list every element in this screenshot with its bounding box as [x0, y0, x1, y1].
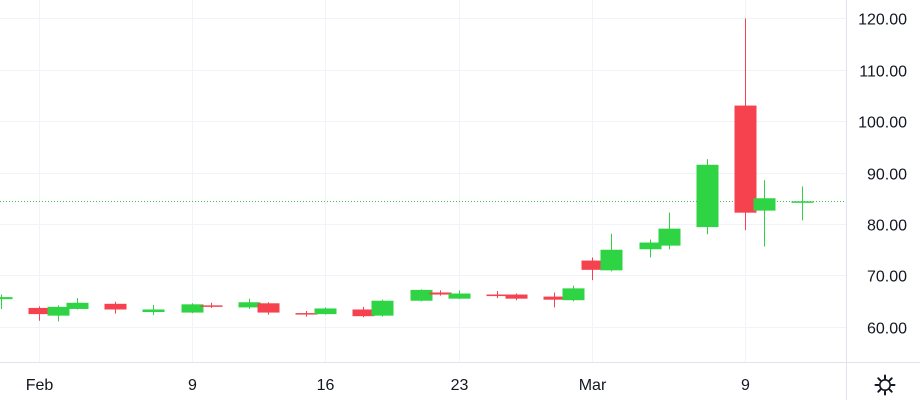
- candle-body[interactable]: [658, 228, 681, 246]
- candle-body[interactable]: [581, 260, 604, 270]
- candle-body[interactable]: [639, 242, 662, 250]
- candle[interactable]: [0, 294, 13, 309]
- x-tick-label: 9: [741, 377, 750, 394]
- candle-body[interactable]: [352, 309, 375, 317]
- settings-button[interactable]: [870, 372, 900, 398]
- x-tick-label: Mar: [579, 377, 607, 394]
- candle-body[interactable]: [0, 297, 13, 300]
- candle[interactable]: [543, 292, 566, 308]
- candle-body[interactable]: [791, 201, 814, 203]
- candle-body[interactable]: [486, 294, 509, 297]
- y-tick-label: 70.00: [867, 269, 907, 286]
- candle-body[interactable]: [429, 292, 452, 295]
- candle[interactable]: [505, 293, 528, 301]
- candle-body[interactable]: [448, 293, 471, 299]
- candle-body[interactable]: [410, 289, 433, 301]
- candle[interactable]: [142, 304, 165, 316]
- candle-body[interactable]: [734, 105, 757, 213]
- candle[interactable]: [314, 307, 337, 315]
- candle[interactable]: [734, 18, 757, 231]
- candle-body[interactable]: [200, 305, 223, 307]
- candle-body[interactable]: [104, 303, 127, 310]
- candle-body[interactable]: [238, 302, 261, 308]
- x-tick-label: 16: [317, 377, 335, 394]
- candle-body[interactable]: [47, 306, 70, 316]
- candle-body[interactable]: [181, 304, 204, 313]
- candle[interactable]: [429, 290, 452, 296]
- candle[interactable]: [562, 285, 585, 302]
- candle[interactable]: [28, 306, 51, 321]
- candle[interactable]: [639, 239, 662, 258]
- y-tick-label: 80.00: [867, 218, 907, 235]
- candle[interactable]: [581, 257, 604, 281]
- y-tick-label: 110.00: [859, 64, 907, 81]
- candle-body[interactable]: [371, 300, 394, 316]
- candle-body[interactable]: [543, 296, 566, 300]
- candle[interactable]: [200, 302, 223, 308]
- candle-body[interactable]: [28, 307, 51, 315]
- candle-body[interactable]: [505, 294, 528, 299]
- candle-body[interactable]: [314, 308, 337, 315]
- candle[interactable]: [410, 289, 433, 302]
- x-tick-label: 9: [188, 377, 197, 394]
- y-tick-label: 120.00: [858, 12, 907, 29]
- grid: [0, 0, 846, 362]
- candle[interactable]: [753, 180, 776, 247]
- y-tick-label: 100.00: [858, 115, 907, 132]
- candle[interactable]: [104, 301, 127, 314]
- candle[interactable]: [791, 186, 814, 221]
- x-tick-label: 23: [451, 377, 469, 394]
- candle[interactable]: [257, 302, 280, 315]
- candle[interactable]: [696, 159, 719, 235]
- candle[interactable]: [658, 212, 681, 250]
- y-tick-label: 90.00: [867, 167, 907, 184]
- candle[interactable]: [295, 311, 318, 317]
- candle[interactable]: [371, 299, 394, 317]
- gear-icon: [874, 374, 896, 396]
- candle[interactable]: [66, 298, 89, 310]
- candle-body[interactable]: [295, 313, 318, 315]
- candle[interactable]: [352, 306, 375, 318]
- candle[interactable]: [238, 298, 261, 309]
- x-tick-label: Feb: [26, 377, 54, 394]
- candle-body[interactable]: [142, 309, 165, 313]
- candle-body[interactable]: [696, 164, 719, 228]
- candles[interactable]: [0, 18, 814, 322]
- candle[interactable]: [448, 290, 471, 300]
- y-tick-label: 60.00: [867, 321, 907, 338]
- candle-body[interactable]: [66, 302, 89, 309]
- candle-body[interactable]: [600, 249, 623, 271]
- candle-body[interactable]: [257, 303, 280, 313]
- candle[interactable]: [486, 290, 509, 299]
- candle[interactable]: [181, 303, 204, 314]
- candle-body[interactable]: [562, 288, 585, 301]
- candle[interactable]: [47, 305, 70, 322]
- candle-body[interactable]: [753, 198, 776, 211]
- candle[interactable]: [600, 233, 623, 272]
